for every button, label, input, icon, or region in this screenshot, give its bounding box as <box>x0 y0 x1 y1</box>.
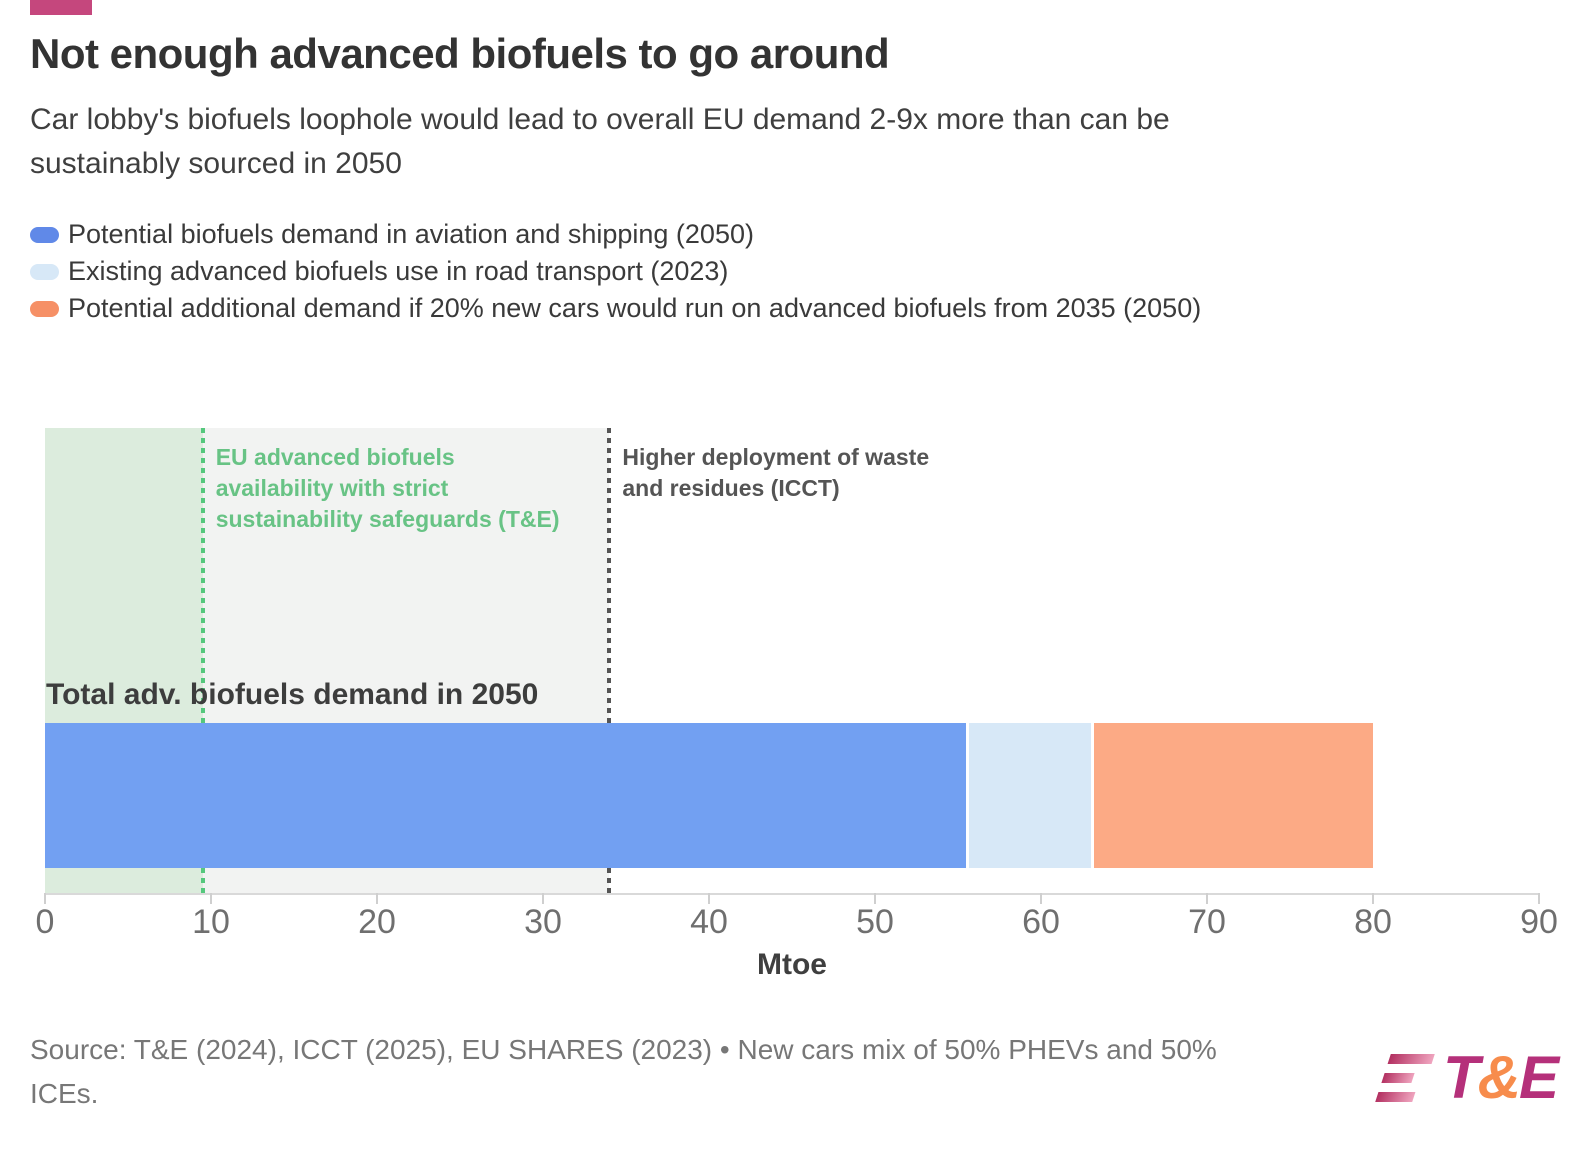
axis-tick-mark <box>210 893 212 904</box>
te-logo-text: T&E <box>1443 1048 1559 1108</box>
page-title: Not enough advanced biofuels to go aroun… <box>30 30 890 77</box>
axis-tick-mark <box>44 893 46 904</box>
bar-segment-0[interactable] <box>45 723 967 868</box>
axis-tick-label: 30 <box>524 903 562 941</box>
logo-stripe <box>1387 1054 1435 1064</box>
axis-tick-label: 10 <box>192 903 230 941</box>
axis-tick-label: 70 <box>1188 903 1226 941</box>
brand-accent-bar <box>30 0 92 15</box>
legend-label: Existing advanced biofuels use in road t… <box>68 256 729 286</box>
legend-swatch-icon <box>30 226 59 243</box>
axis-tick-mark <box>1206 893 1208 904</box>
legend-item-1[interactable]: Existing advanced biofuels use in road t… <box>30 253 1201 290</box>
logo-stripe <box>1381 1073 1415 1083</box>
axis-tick-mark <box>1372 893 1374 904</box>
axis-tick-mark <box>874 893 876 904</box>
x-axis-title: Mtoe <box>757 948 827 981</box>
source-line-2: ICEs. <box>30 1078 99 1109</box>
legend-item-0[interactable]: Potential biofuels demand in aviation an… <box>30 216 1201 253</box>
axis-tick-label: 50 <box>856 903 894 941</box>
page-subtitle: Car lobby's biofuels loophole would lead… <box>30 98 1170 186</box>
stacked-bar <box>45 723 1539 868</box>
bar-category-label: Total adv. biofuels demand in 2050 <box>46 678 539 711</box>
logo-letter-t: T <box>1442 1044 1480 1111</box>
reference-label-line: availability with strict <box>215 475 449 501</box>
bar-segment-2[interactable] <box>1093 723 1373 868</box>
axis-tick-label: 20 <box>358 903 396 941</box>
source-line-1: Source: T&E (2024), ICCT (2025), EU SHAR… <box>30 1034 1217 1065</box>
legend-swatch-icon <box>30 263 59 280</box>
bar-segment-1[interactable] <box>969 723 1091 868</box>
axis-tick-label: 0 <box>35 903 55 941</box>
axis-tick-mark <box>376 893 378 904</box>
source-note: Source: T&E (2024), ICCT (2025), EU SHAR… <box>30 1028 1360 1116</box>
legend-label: Potential additional demand if 20% new c… <box>68 293 1202 323</box>
logo-ampersand: & <box>1477 1044 1521 1111</box>
reference-label-1: EU advanced biofuels availability with st… <box>216 442 560 535</box>
subtitle-line-1: Car lobby's biofuels loophole would lead… <box>30 103 1170 136</box>
logo-stripe <box>1375 1092 1416 1102</box>
reference-line-1 <box>200 428 205 893</box>
reference-label-line: Higher deployment of waste <box>622 444 930 470</box>
chart-area: Higher deployment of waste and residues (… <box>36 428 1558 941</box>
reference-label-line: EU advanced biofuels <box>215 444 455 470</box>
reference-line-0 <box>607 428 612 893</box>
axis-tick-label: 90 <box>1520 903 1558 941</box>
legend-swatch-icon <box>30 300 59 317</box>
axis-tick-mark <box>542 893 544 904</box>
reference-label-0: Higher deployment of waste and residues (… <box>622 442 929 504</box>
reference-label-line: sustainability safeguards (T&E) <box>215 506 560 532</box>
reference-label-line: and residues (ICCT) <box>622 475 840 501</box>
logo-letter-e: E <box>1518 1044 1559 1111</box>
subtitle-line-2: sustainably sourced in 2050 <box>30 147 402 180</box>
axis-tick-label: 60 <box>1022 903 1060 941</box>
axis-tick-mark <box>1040 893 1042 904</box>
te-logo: T&E <box>1375 1048 1559 1108</box>
legend: Potential biofuels demand in aviation an… <box>30 216 1201 327</box>
legend-label: Potential biofuels demand in aviation an… <box>68 219 754 249</box>
axis-tick-label: 40 <box>690 903 728 941</box>
legend-item-2[interactable]: Potential additional demand if 20% new c… <box>30 290 1201 327</box>
axis-tick-mark <box>1538 893 1540 904</box>
axis-tick-mark <box>708 893 710 904</box>
axis-tick-label: 80 <box>1354 903 1392 941</box>
te-logo-mark-icon <box>1375 1054 1435 1102</box>
